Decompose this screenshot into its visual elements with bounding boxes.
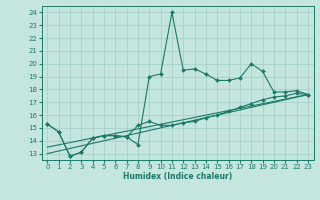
X-axis label: Humidex (Indice chaleur): Humidex (Indice chaleur) bbox=[123, 172, 232, 181]
